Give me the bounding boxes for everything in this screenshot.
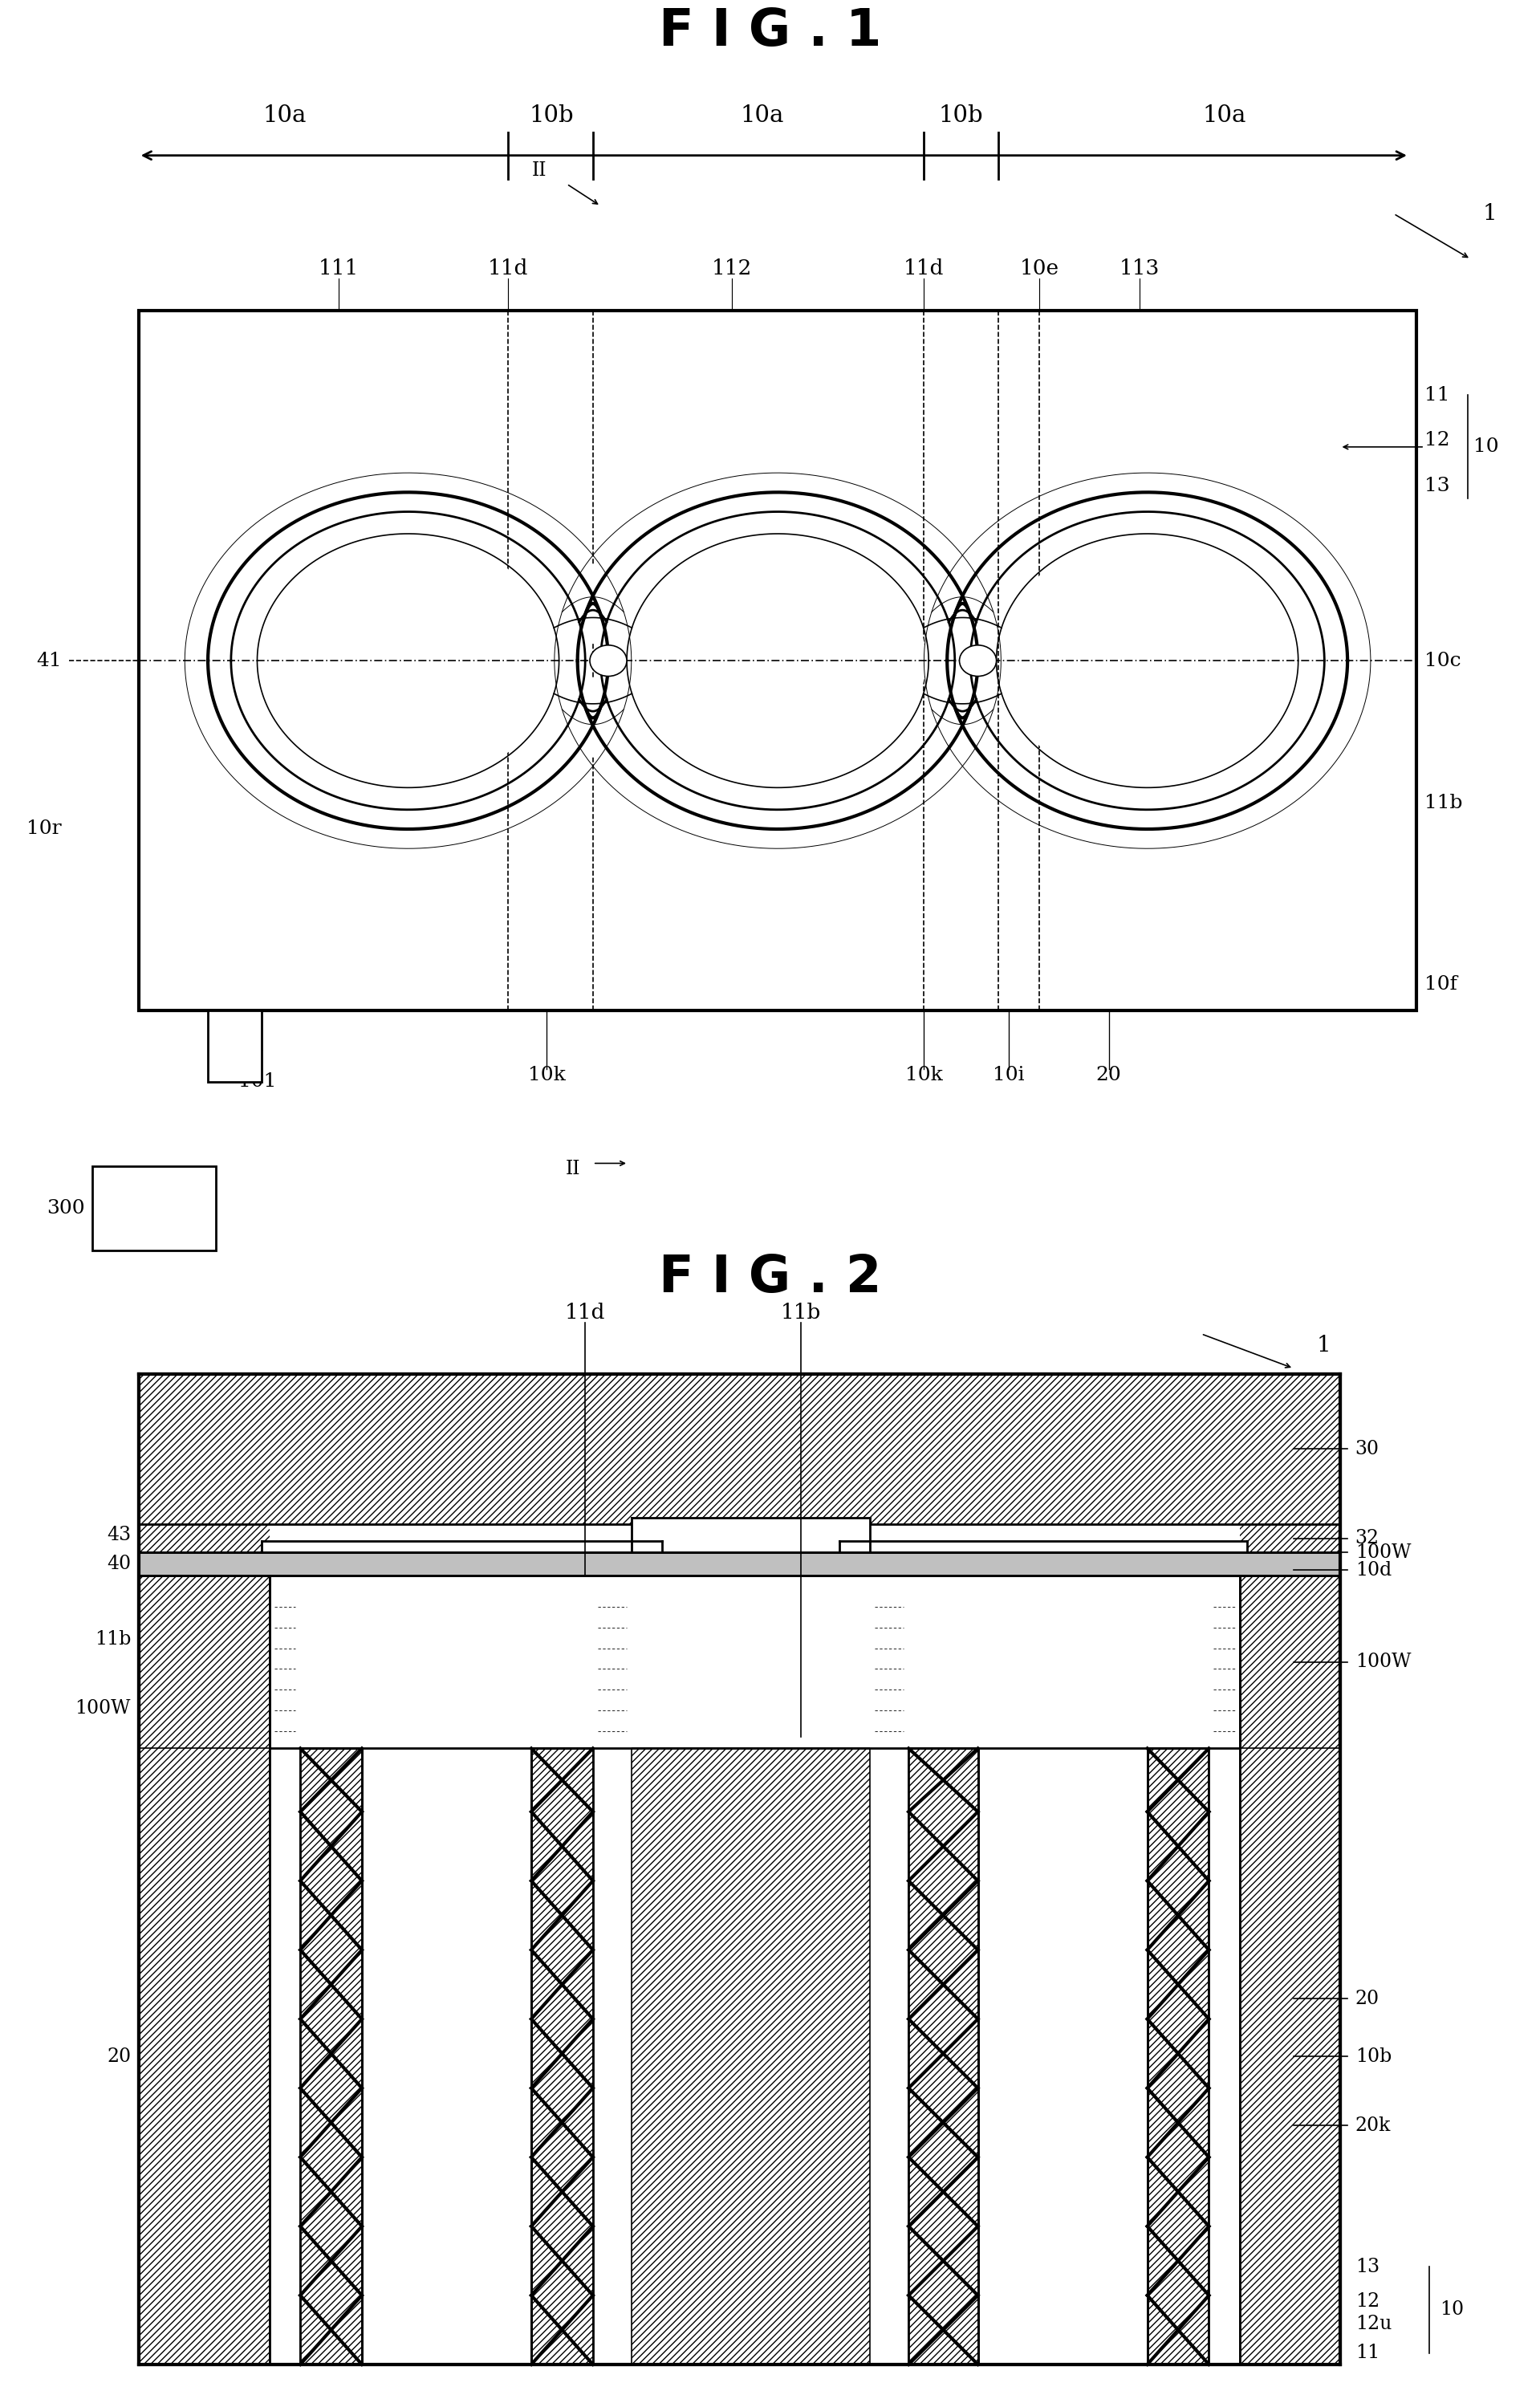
Text: 10e: 10e (1019, 259, 1060, 278)
Text: 10k: 10k (528, 1065, 565, 1084)
Bar (139, 1375, 1340, 2365)
Text: 20: 20 (106, 2046, 131, 2066)
Ellipse shape (999, 537, 1295, 784)
Text: 41: 41 (37, 653, 62, 669)
Text: 10a: 10a (263, 106, 306, 127)
Text: F I G . 1: F I G . 1 (659, 7, 881, 55)
Bar (270, 1523, 1240, 2365)
Bar (208, 1010, 262, 1082)
Ellipse shape (935, 564, 990, 643)
Text: 10r: 10r (26, 820, 62, 837)
Text: 101: 101 (239, 1072, 277, 1092)
Text: 13: 13 (1424, 477, 1449, 494)
Ellipse shape (260, 537, 556, 784)
Text: 32: 32 (1355, 1528, 1380, 1547)
Text: 300: 300 (46, 1200, 85, 1216)
Text: 10b: 10b (939, 106, 983, 127)
Bar (270, 1576, 300, 1749)
Text: 10d: 10d (1355, 1562, 1392, 1579)
Text: 10b: 10b (530, 106, 573, 127)
Text: 11b: 11b (781, 1303, 821, 1322)
Text: II: II (531, 161, 547, 180)
Text: 112: 112 (711, 259, 752, 278)
Text: II: II (565, 1159, 581, 1178)
Text: 100W: 100W (75, 1698, 131, 1718)
Text: 40: 40 (106, 1555, 131, 1574)
Text: 100W: 100W (1355, 1543, 1411, 1562)
Text: 11b: 11b (94, 1629, 131, 1648)
Text: 11d: 11d (488, 259, 528, 278)
Text: 12: 12 (1424, 432, 1449, 449)
Text: 1: 1 (1483, 204, 1497, 226)
Text: 111: 111 (319, 259, 359, 278)
Text: 100W: 100W (1355, 1653, 1411, 1672)
Text: 11: 11 (1355, 2344, 1380, 2363)
Text: 1: 1 (1317, 1334, 1331, 1355)
Text: 10f: 10f (1424, 976, 1457, 993)
Text: 113: 113 (1120, 259, 1160, 278)
Bar (262, 1540, 662, 1552)
Text: 10: 10 (1474, 437, 1498, 456)
Text: 20k: 20k (1355, 2116, 1391, 2135)
Text: 11d: 11d (565, 1303, 605, 1322)
Bar (92, 1166, 216, 1250)
Text: 10: 10 (1440, 2301, 1465, 2317)
Bar (139, 312, 1417, 1010)
Ellipse shape (935, 679, 990, 758)
Text: 11: 11 (1424, 386, 1449, 405)
Bar (839, 1540, 1247, 1552)
Bar (909, 1749, 978, 2365)
Bar (362, 1749, 531, 2365)
Text: 20: 20 (1355, 1989, 1380, 2008)
Text: 12: 12 (1355, 2291, 1380, 2310)
Text: 14: 14 (239, 1041, 263, 1058)
Bar (1147, 1749, 1209, 2365)
Bar (139, 1375, 1340, 1523)
Bar (631, 1519, 870, 1540)
Bar (139, 1552, 1340, 1576)
Text: 10b: 10b (1355, 2046, 1392, 2066)
Ellipse shape (565, 564, 621, 643)
Circle shape (590, 645, 627, 677)
Text: 10c: 10c (1424, 653, 1461, 669)
Bar (270, 1749, 1240, 2365)
Bar (139, 1749, 269, 2365)
Text: 10k: 10k (906, 1065, 942, 1084)
Text: 10i: 10i (993, 1065, 1024, 1084)
Text: 30: 30 (1355, 1439, 1380, 1459)
Bar (531, 1749, 593, 2365)
Bar (978, 1749, 1147, 2365)
Bar (593, 1576, 631, 1749)
Bar (870, 1576, 909, 1749)
Bar (1240, 1749, 1340, 2365)
Text: 10a: 10a (1203, 106, 1246, 127)
Bar (300, 1749, 362, 2365)
Bar (631, 1749, 870, 2365)
Text: 11b: 11b (1424, 794, 1463, 813)
Bar (1209, 1576, 1240, 1749)
Ellipse shape (565, 679, 621, 758)
Text: 43: 43 (106, 1526, 131, 1545)
Text: 13: 13 (1355, 2257, 1380, 2277)
Text: 12u: 12u (1355, 2315, 1392, 2334)
Circle shape (959, 645, 996, 677)
Text: F I G . 2: F I G . 2 (659, 1252, 881, 1303)
Text: 10a: 10a (741, 106, 784, 127)
Text: 20: 20 (1096, 1065, 1121, 1084)
Text: 11d: 11d (904, 259, 944, 278)
Ellipse shape (630, 537, 926, 784)
